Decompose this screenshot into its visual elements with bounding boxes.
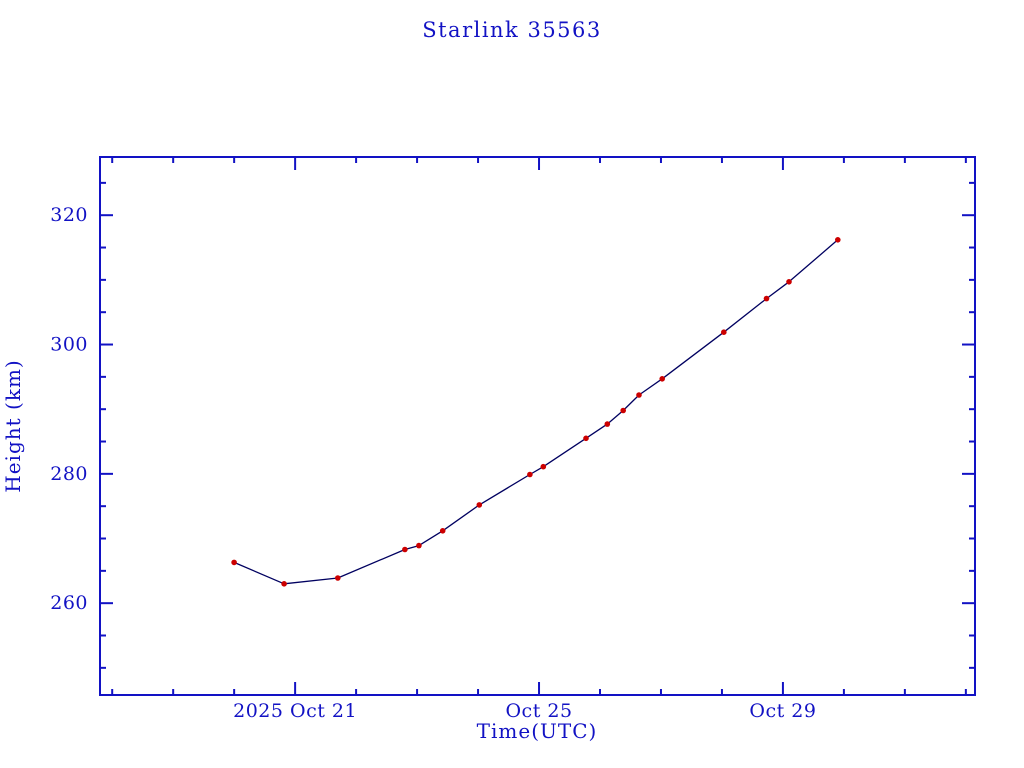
data-point [763, 295, 770, 302]
y-tick-label: 320 [50, 204, 88, 226]
x-tick-label: Oct 25 [505, 700, 572, 722]
data-point [476, 502, 483, 508]
y-axis-label: Height (km) [1, 359, 25, 492]
chart-title: Starlink 35563 [422, 18, 602, 42]
data-point [335, 575, 341, 581]
data-point [439, 528, 446, 534]
x-tick-label: 2025 Oct 21 [233, 700, 357, 722]
data-point [402, 546, 408, 553]
data-point [835, 237, 841, 243]
x-axis-label: Time(UTC) [477, 719, 598, 743]
data-point [540, 463, 547, 470]
data-point [786, 279, 792, 285]
data-point [721, 329, 727, 336]
data-series [231, 237, 841, 587]
data-point [604, 421, 611, 427]
data-line [233, 239, 839, 585]
data-point [636, 392, 642, 398]
plot-frame [99, 156, 976, 696]
data-point [659, 376, 665, 382]
x-tick-label: Oct 29 [749, 700, 816, 722]
y-tick-label: 260 [50, 592, 88, 614]
tick-labels: 2025 Oct 21 Oct 25 Oct 29 260 280 300 320 [50, 204, 816, 722]
data-point [583, 435, 589, 442]
plot-frame-box [99, 156, 976, 696]
data-point [527, 471, 533, 478]
data-point [231, 559, 237, 566]
axis-ticks [100, 157, 975, 695]
y-tick-label: 300 [50, 334, 88, 356]
data-point [620, 407, 626, 414]
data-point [416, 542, 422, 549]
data-point [281, 581, 287, 587]
y-tick-label: 280 [50, 463, 88, 485]
